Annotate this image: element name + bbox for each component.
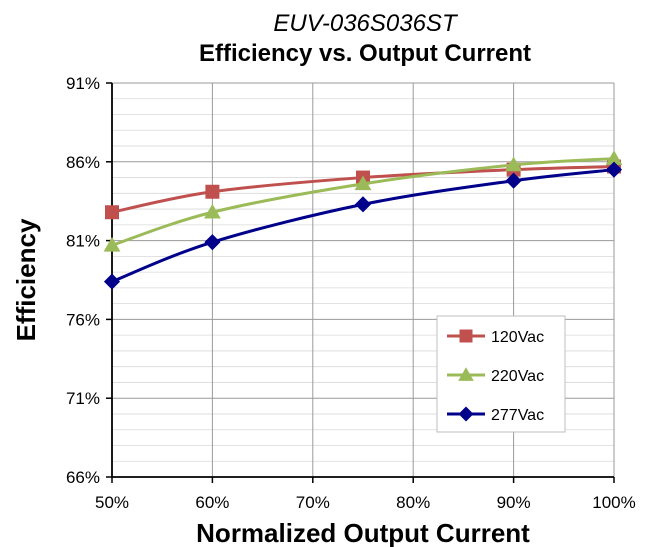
legend: 120Vac 220Vac 277Vac — [436, 315, 566, 433]
x-tick-label: 80% — [396, 493, 430, 512]
legend-marker-120vac — [459, 329, 473, 343]
data-point-277vac — [605, 161, 623, 178]
y-tick-labels: 66% 71% 76% 81% 86% 91% — [66, 74, 100, 487]
data-point-277vac — [204, 234, 221, 251]
legend-label-120vac: 120Vac — [491, 329, 544, 346]
x-tick-label: 70% — [296, 493, 330, 512]
legend-marker-277vac — [458, 406, 474, 422]
data-point-220vac — [103, 236, 121, 252]
y-tick-label: 81% — [66, 232, 100, 251]
x-tick-label: 90% — [497, 493, 531, 512]
data-point-277vac — [103, 273, 121, 290]
legend-label-220vac: 220Vac — [491, 368, 544, 385]
chart-subtitle: EUV-036S036ST — [273, 10, 459, 37]
chart-title: Efficiency vs. Output Current — [199, 40, 531, 67]
data-point-220vac — [354, 175, 372, 191]
y-tick-label: 91% — [66, 74, 100, 93]
data-point-120vac — [105, 205, 119, 220]
data-point-277vac — [505, 172, 522, 189]
x-tick-label: 100% — [592, 493, 635, 512]
x-tick-labels: 50% 60% 70% 80% 90% 100% — [95, 493, 636, 512]
x-tick-label: 60% — [195, 493, 229, 512]
y-tick-label: 71% — [66, 389, 100, 408]
data-point-120vac — [205, 184, 220, 199]
minor-gridlines — [112, 98, 614, 462]
legend-marker-220vac — [458, 367, 474, 381]
y-tick-label: 76% — [66, 310, 100, 329]
data-point-220vac — [204, 203, 221, 219]
legend-label-277vac: 277Vac — [491, 407, 544, 424]
data-point-220vac — [505, 156, 522, 172]
y-tick-label: 66% — [66, 468, 100, 487]
data-point-220vac — [605, 150, 623, 165]
x-tick-label: 50% — [95, 493, 129, 512]
x-axis-label: Normalized Output Current — [196, 518, 530, 547]
y-tick-label: 86% — [66, 153, 100, 172]
y-axis-label: Efficiency — [11, 218, 41, 341]
series-layer — [103, 150, 623, 290]
data-point-277vac — [354, 196, 372, 213]
